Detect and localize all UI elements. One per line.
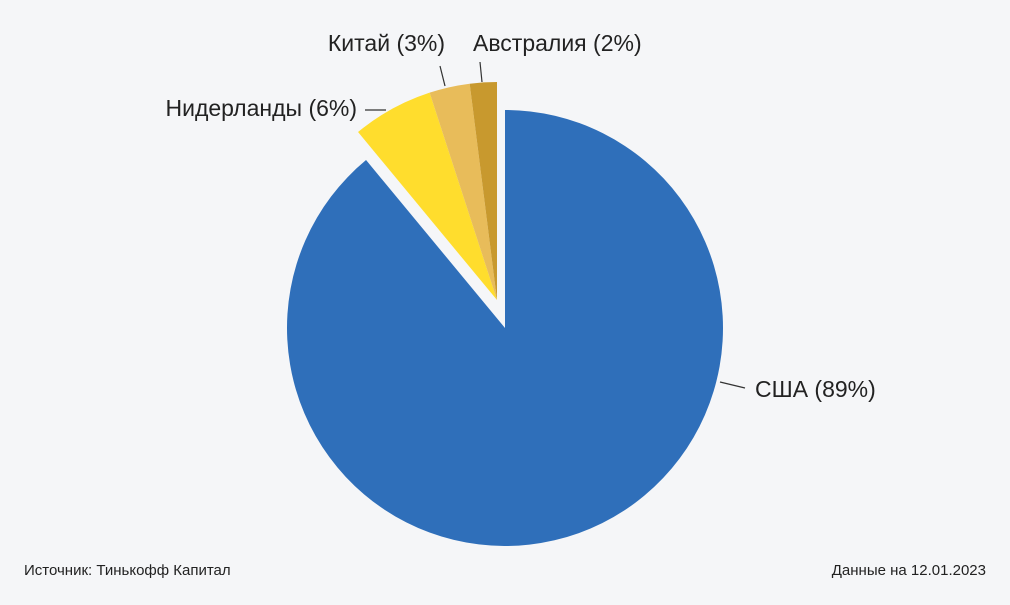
value-label: (6%) (308, 95, 357, 121)
value-label: (2%) (593, 30, 642, 56)
value-label: (3%) (396, 30, 445, 56)
leader-line (439, 65, 446, 87)
category-label: Нидерланды (166, 95, 303, 121)
source: Источник: Тинькофф Капитал (24, 562, 231, 579)
leader-line (719, 381, 746, 389)
slice-label: США (89%) (755, 376, 876, 402)
slice-label: Китай (3%) (328, 30, 445, 56)
category-label: Австралия (473, 30, 587, 56)
category-label: Китай (328, 30, 390, 56)
note: Данные на 12.01.2023 (832, 562, 986, 579)
value-label: (89%) (814, 376, 875, 402)
pie-slice (287, 110, 724, 546)
category-label: США (755, 376, 809, 402)
pie-slice (469, 82, 497, 300)
slice-label: Австралия (2%) (473, 30, 642, 56)
pie-slice (429, 83, 497, 300)
pie-slice (358, 92, 497, 300)
leader-line (479, 61, 483, 83)
slice-label: Нидерланды (6%) (166, 95, 358, 121)
